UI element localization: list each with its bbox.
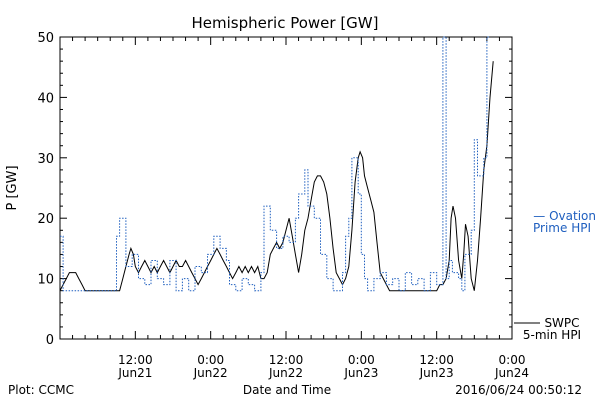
x-tick-label: 0:00 xyxy=(348,353,375,367)
x-tick-date: Jun24 xyxy=(494,366,529,380)
legend-swpc-line2: 5-min HPI xyxy=(523,328,581,342)
x-tick-date: Jun21 xyxy=(117,366,152,380)
timestamp: 2016/06/24 00:50:12 xyxy=(455,383,582,397)
x-tick-label: 12:00 xyxy=(419,353,454,367)
series-swpc-line xyxy=(59,61,494,292)
plot-frame xyxy=(59,36,513,340)
y-tick-label: 10 xyxy=(37,273,54,288)
x-tick-date: Jun23 xyxy=(419,366,454,380)
x-tick-date: Jun22 xyxy=(268,366,303,380)
x-tick-label: 0:00 xyxy=(197,353,224,367)
x-tick-label: 0:00 xyxy=(499,353,526,367)
y-tick-label: 30 xyxy=(37,152,54,167)
x-axis-label: Date and Time xyxy=(243,383,331,397)
legend: — Ovation Prime HPI SWPC 5-min HPI xyxy=(514,209,596,342)
x-tick-label: 12:00 xyxy=(118,353,153,367)
x-tick-date: Jun22 xyxy=(193,366,228,380)
x-tick-label: 12:00 xyxy=(269,353,304,367)
y-tick-label: 0 xyxy=(46,333,54,348)
series-ovation-line xyxy=(60,36,490,292)
plot-area: 0102030405012:00Jun210:00Jun2212:00Jun22… xyxy=(37,31,529,380)
y-tick-label: 20 xyxy=(37,212,54,227)
x-tick-date: Jun23 xyxy=(343,366,378,380)
chart-title: Hemispheric Power [GW] xyxy=(192,14,379,32)
y-axis-label: P [GW] xyxy=(5,165,20,210)
y-tick-label: 40 xyxy=(37,91,54,106)
legend-ovation-line1: — Ovation xyxy=(533,209,596,223)
plot-credit: Plot: CCMC xyxy=(8,383,74,397)
legend-swpc-line1: SWPC xyxy=(544,316,579,330)
legend-ovation-line2: Prime HPI xyxy=(533,221,591,235)
y-tick-label: 50 xyxy=(37,31,54,46)
